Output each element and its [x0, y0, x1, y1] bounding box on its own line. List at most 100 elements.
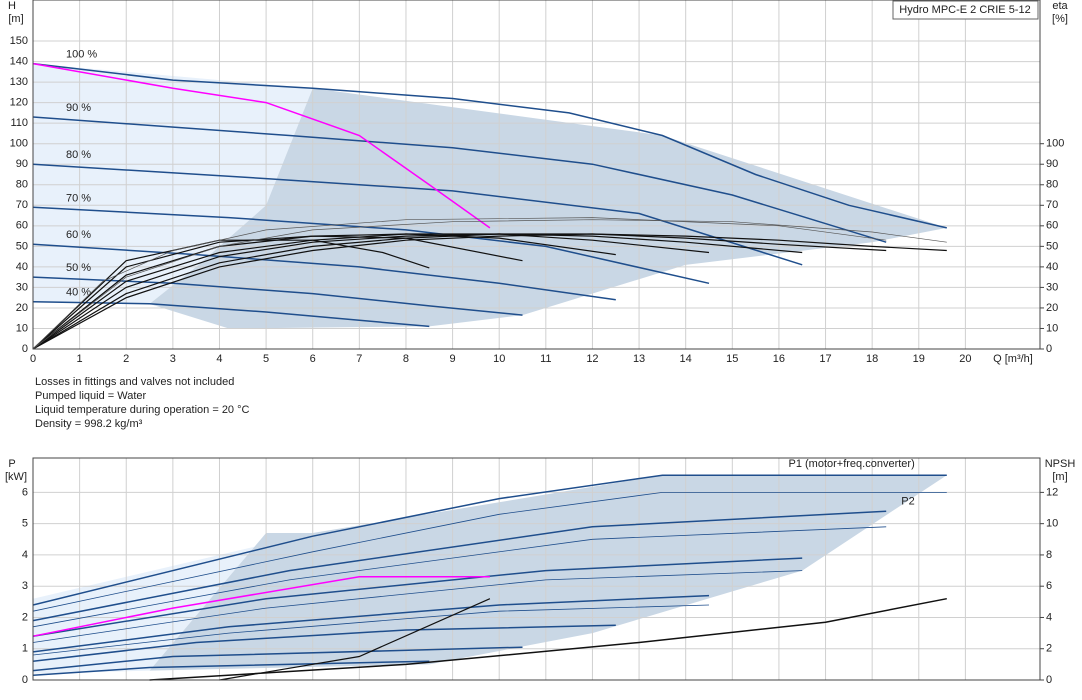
chart-title: Hydro MPC-E 2 CRIE 5-12 — [899, 4, 1030, 16]
curve — [32, 62, 491, 229]
curve — [149, 597, 947, 681]
curve — [32, 594, 710, 653]
note: Density = 998.2 kg/m³ — [35, 418, 143, 430]
curve — [32, 660, 430, 677]
plot-frame — [32, 457, 1041, 681]
curve — [32, 116, 887, 243]
y2-tick-label: 4 — [1046, 611, 1052, 623]
y-tick-label: 2 — [22, 611, 28, 623]
curve — [32, 570, 803, 643]
curve — [32, 474, 947, 606]
curve-label: 60 % — [66, 229, 91, 241]
y-tick-label: 5 — [22, 518, 28, 530]
y-axis-unit: [m] — [8, 13, 23, 25]
y-tick-label: 3 — [22, 580, 28, 592]
curve — [32, 233, 947, 350]
y-tick-label: 120 — [10, 97, 28, 109]
y2-axis-label: eta — [1052, 0, 1068, 12]
y2-tick-label: 80 — [1046, 179, 1058, 191]
note: Liquid temperature during operation = 20… — [35, 404, 250, 416]
x-tick-label: 19 — [913, 353, 925, 365]
x-tick-label: 0 — [30, 353, 36, 365]
y-tick-label: 140 — [10, 55, 28, 67]
curve — [32, 492, 947, 612]
x-tick-label: 12 — [586, 353, 598, 365]
y2-tick-label: 8 — [1046, 549, 1052, 561]
curve-label: P1 (motor+freq.converter) — [789, 458, 915, 470]
x-tick-label: 18 — [866, 353, 878, 365]
y-tick-label: 100 — [10, 138, 28, 150]
curve — [32, 233, 803, 350]
y2-tick-label: 2 — [1046, 643, 1052, 655]
y2-tick-label: 30 — [1046, 281, 1058, 293]
curve — [32, 62, 947, 229]
y2-tick-label: 60 — [1046, 220, 1058, 232]
x-tick-label: 8 — [403, 353, 409, 365]
curve — [32, 526, 887, 628]
y2-tick-label: 0 — [1046, 674, 1052, 686]
x-tick-label: 20 — [959, 353, 971, 365]
curve — [32, 163, 803, 266]
curve-label: 80 % — [66, 149, 91, 161]
curve — [32, 243, 616, 301]
y2-tick-label: 40 — [1046, 261, 1058, 273]
curve — [32, 557, 803, 637]
note: Pumped liquid = Water — [35, 390, 147, 402]
y2-tick-label: 0 — [1046, 343, 1052, 355]
y2-tick-label: 50 — [1046, 240, 1058, 252]
x-tick-label: 6 — [310, 353, 316, 365]
x-tick-label: 3 — [170, 353, 176, 365]
y-tick-label: 10 — [16, 322, 28, 334]
y2-tick-label: 10 — [1046, 322, 1058, 334]
x-tick-label: 16 — [773, 353, 785, 365]
curve-label: 40 % — [66, 287, 91, 299]
y-tick-label: 70 — [16, 199, 28, 211]
curve — [32, 510, 887, 622]
curve-label: P2 — [901, 495, 914, 507]
title-box — [892, 0, 1039, 20]
plot-frame — [32, 0, 1041, 350]
y-axis-label: P — [8, 458, 15, 470]
x-tick-label: 17 — [819, 353, 831, 365]
curve — [32, 646, 523, 672]
operating-area — [149, 88, 947, 329]
x-tick-label: 1 — [77, 353, 83, 365]
y-tick-label: 40 — [16, 261, 28, 273]
x-tick-label: 10 — [493, 353, 505, 365]
y-tick-label: 6 — [22, 486, 28, 498]
y-tick-label: 0 — [22, 343, 28, 355]
curve — [32, 624, 616, 662]
curve-label: 90 % — [66, 102, 91, 114]
x-tick-label: 14 — [680, 353, 692, 365]
curve — [219, 598, 491, 681]
curve — [32, 576, 490, 637]
x-tick-label: 15 — [726, 353, 738, 365]
curve — [32, 235, 523, 350]
y2-tick-label: 20 — [1046, 302, 1058, 314]
y-tick-label: 20 — [16, 302, 28, 314]
y2-tick-label: 90 — [1046, 158, 1058, 170]
x-tick-label: 11 — [540, 353, 551, 365]
y2-tick-label: 6 — [1046, 580, 1052, 592]
x-tick-label: 2 — [123, 353, 129, 365]
x-tick-label: 4 — [216, 353, 222, 365]
x-tick-label: 13 — [633, 353, 645, 365]
y-tick-label: 90 — [16, 158, 28, 170]
curve-label: 100 % — [66, 49, 97, 61]
curve — [32, 239, 430, 350]
y2-tick-label: 12 — [1046, 486, 1058, 498]
curve — [32, 219, 947, 350]
curve — [32, 604, 710, 656]
y-tick-label: 60 — [16, 220, 28, 232]
y-axis-unit: [kW] — [5, 471, 27, 483]
note: Losses in fittings and valves not includ… — [35, 376, 234, 388]
y-tick-label: 4 — [22, 549, 28, 561]
curve-label: 50 % — [66, 262, 91, 274]
curve-label: 70 % — [66, 192, 91, 204]
y2-tick-label: 10 — [1046, 518, 1058, 530]
x-tick-label: 7 — [356, 353, 362, 365]
operating-area — [149, 475, 947, 671]
y2-axis-unit: [%] — [1052, 13, 1068, 25]
y-tick-label: 30 — [16, 281, 28, 293]
